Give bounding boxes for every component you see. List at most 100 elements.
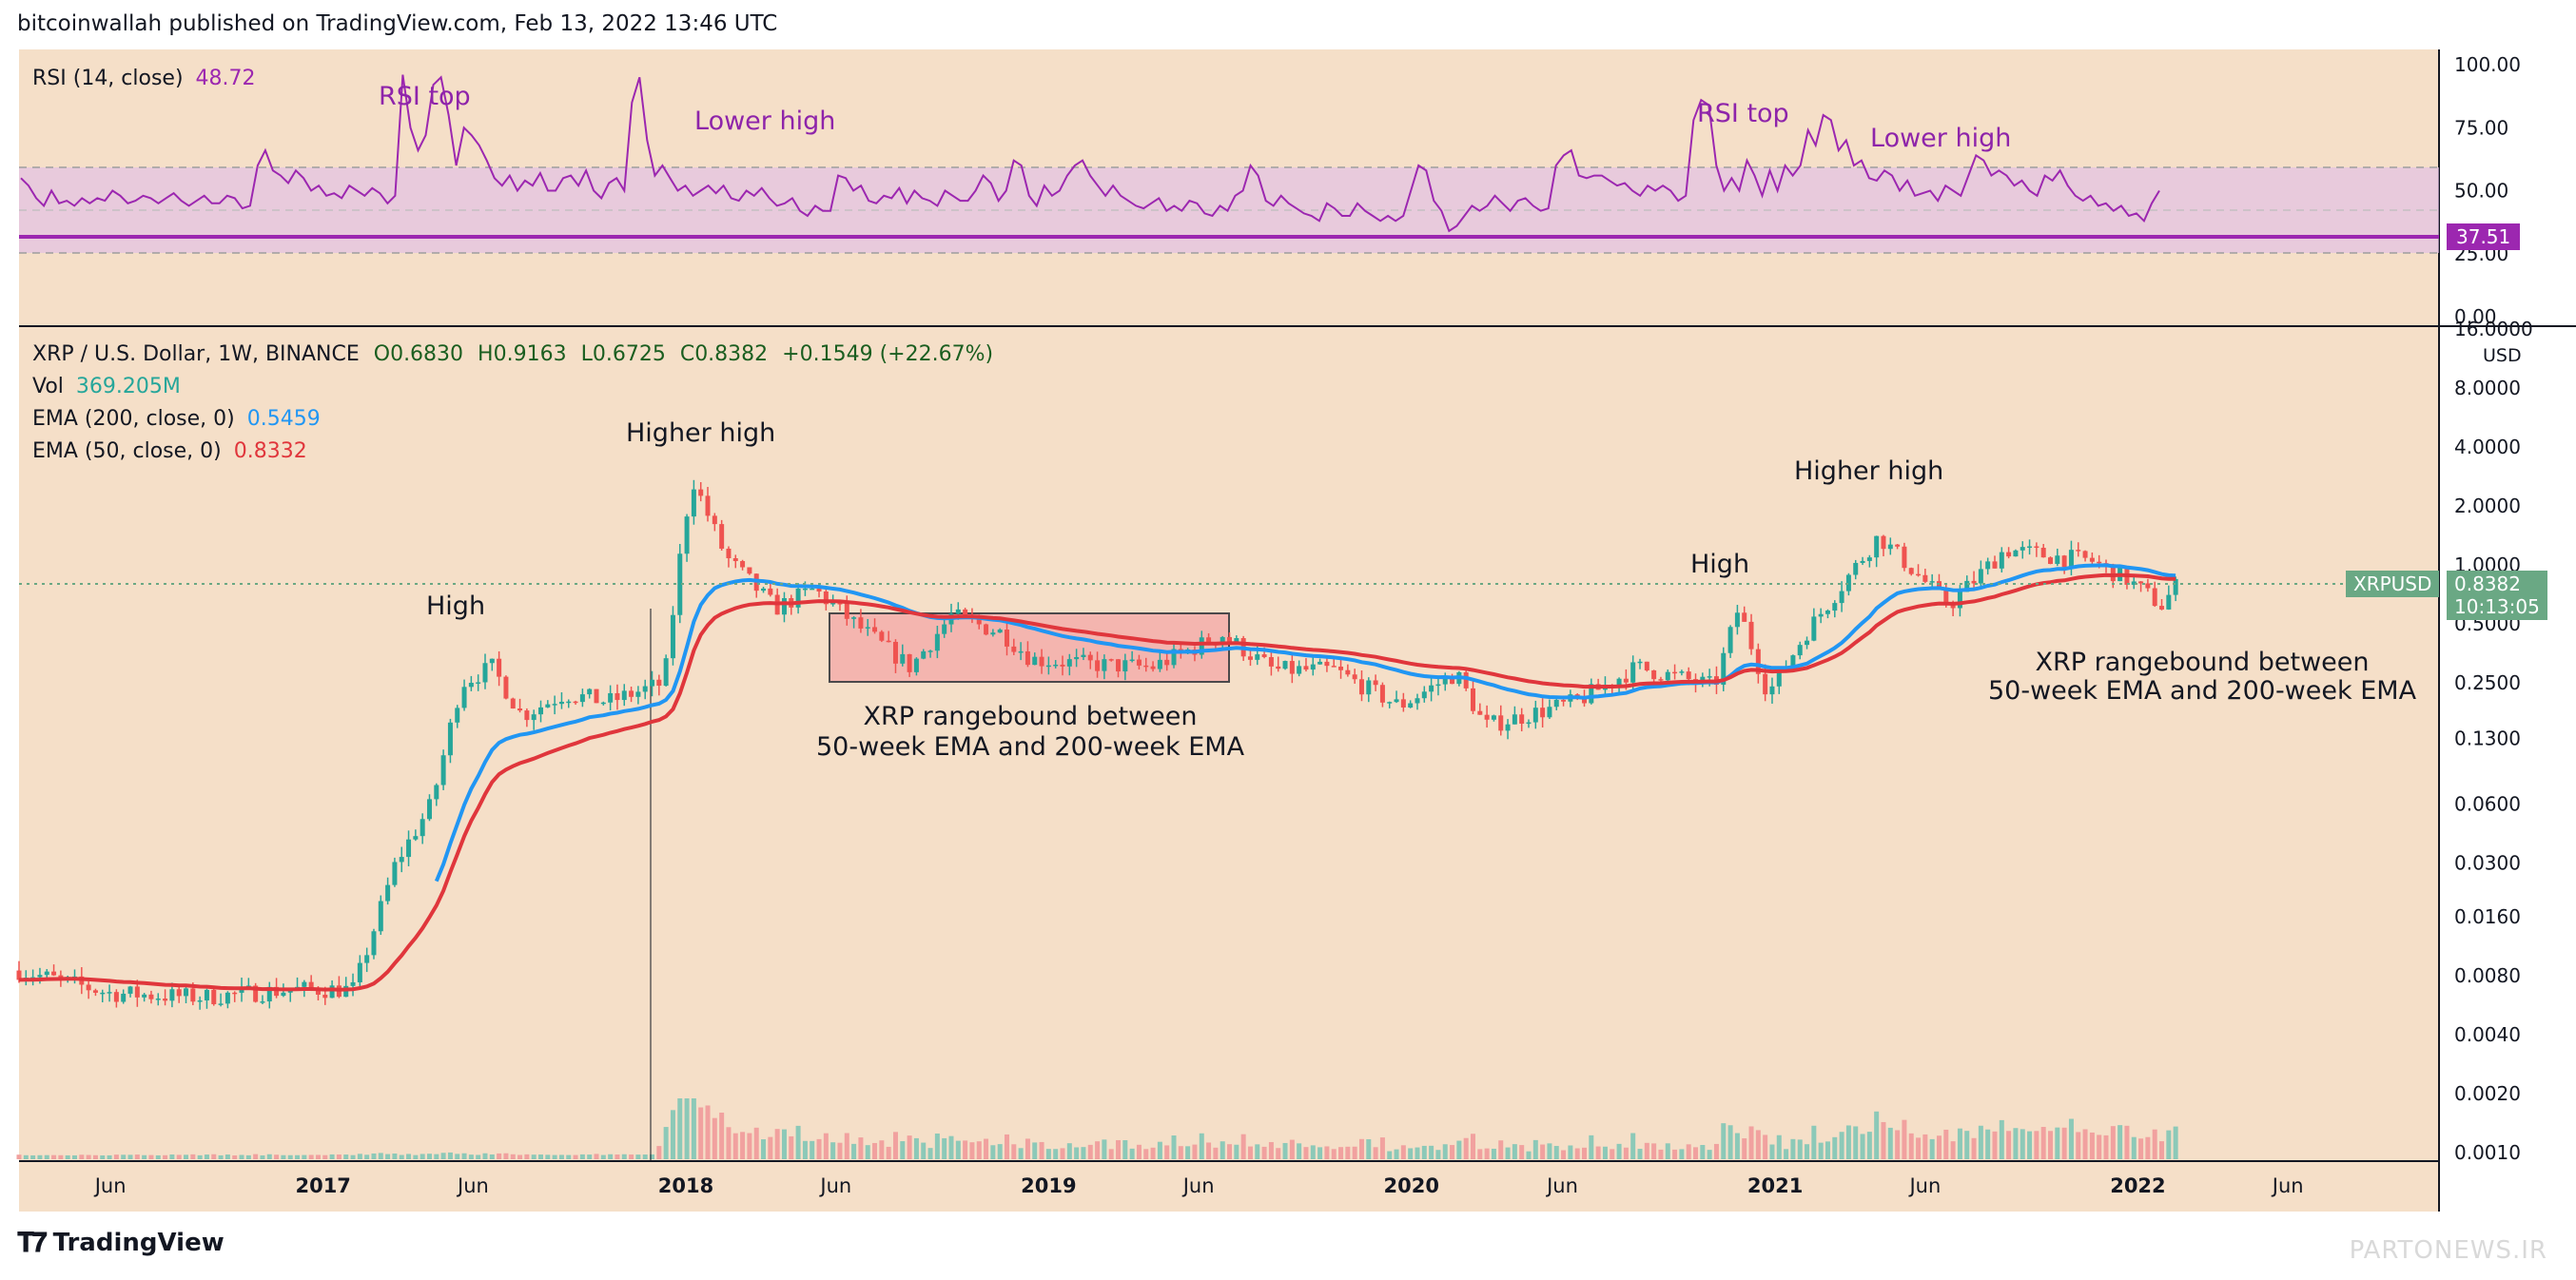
candle-body xyxy=(984,624,989,635)
candle-body xyxy=(197,1000,203,1002)
candle-body xyxy=(635,691,641,697)
volume-bar xyxy=(1589,1135,1594,1159)
volume-bar xyxy=(1582,1147,1588,1159)
volume-bar xyxy=(1095,1141,1101,1159)
volume-bar xyxy=(447,1152,453,1159)
volume-bar xyxy=(1310,1145,1316,1159)
volume-bar xyxy=(489,1154,495,1159)
volume-bar xyxy=(1595,1146,1601,1159)
candle-body xyxy=(1310,664,1316,670)
candle-body xyxy=(1358,679,1364,695)
annotation-range-2-line1: XRP rangebound between xyxy=(2035,648,2370,677)
candle-body xyxy=(58,975,64,978)
time-tick-label: Jun xyxy=(1181,1174,1215,1197)
volume-bar xyxy=(343,1154,349,1159)
candle-body xyxy=(1512,714,1517,725)
volume-bar xyxy=(2076,1132,2081,1159)
candle-body xyxy=(455,708,460,723)
volume-bar xyxy=(1373,1147,1378,1159)
candle-body xyxy=(1220,636,1225,645)
annotation-lower-high-2: Lower high xyxy=(1870,124,2012,153)
price-axis: 16.00008.00004.00002.00001.00000.50000.2… xyxy=(2454,318,2533,1164)
volume-bar xyxy=(2138,1138,2144,1159)
volume-bar xyxy=(1276,1148,1281,1159)
volume-bar xyxy=(1491,1148,1496,1159)
volume-bar xyxy=(573,1154,578,1159)
volume-bar xyxy=(65,1154,70,1159)
candle-body xyxy=(1442,676,1448,685)
price-axis-unit: USD xyxy=(2483,345,2522,366)
annotation-range-1-line2: 50-week EMA and 200-week EMA xyxy=(816,732,1245,762)
volume-bar xyxy=(1039,1141,1044,1159)
volume-bar xyxy=(406,1154,412,1159)
volume-bar xyxy=(1143,1149,1149,1159)
volume-bar xyxy=(608,1154,614,1159)
volume-bar xyxy=(92,1154,98,1159)
candle-body xyxy=(732,558,738,562)
volume-bar xyxy=(1157,1141,1162,1159)
volume-bar xyxy=(1400,1145,1406,1159)
candle-body xyxy=(552,704,557,706)
volume-bar xyxy=(1477,1149,1483,1159)
time-tick-label: Jun xyxy=(2271,1174,2304,1197)
volume-bar xyxy=(1303,1147,1309,1159)
candle-body xyxy=(302,981,307,987)
candle-body xyxy=(420,819,425,837)
candle-body xyxy=(1505,724,1511,731)
candle-body xyxy=(1171,649,1177,666)
volume-bar xyxy=(566,1154,572,1159)
price-tick-label: 0.0160 xyxy=(2454,905,2521,928)
volume-bar xyxy=(795,1125,801,1159)
candle-body xyxy=(1387,702,1393,704)
candle-body xyxy=(691,489,696,517)
candle-body xyxy=(1887,544,1893,550)
candle-body xyxy=(642,686,648,692)
candle-body xyxy=(399,857,404,863)
volume-bar xyxy=(1860,1134,1865,1159)
candle-body xyxy=(2159,606,2165,610)
price-tick-label: 0.0040 xyxy=(2454,1023,2521,1046)
candle-body xyxy=(872,627,878,632)
time-tick-label: 2022 xyxy=(2110,1174,2165,1197)
volume-bar xyxy=(1421,1145,1427,1159)
main-legend-ohlc: XRP / U.S. Dollar, 1W, BINANCE O0.6830 H… xyxy=(32,342,1001,366)
volume-bar xyxy=(302,1154,307,1159)
candle-body xyxy=(1025,650,1030,666)
last-price-tag: 0.8382 10:13:05 xyxy=(2447,571,2547,620)
volume-bar xyxy=(1108,1149,1114,1159)
candle-body xyxy=(1658,679,1664,681)
tradingview-logo-icon: 𝐓𝟕 xyxy=(17,1227,48,1258)
annotation-rsi-top-2: RSI top xyxy=(1697,99,1789,128)
annotation-high-2: High xyxy=(1690,550,1750,579)
candle-body xyxy=(1839,591,1844,604)
candle-body xyxy=(211,989,217,1004)
volume-bar xyxy=(148,1154,154,1159)
volume-bar xyxy=(1268,1141,1274,1159)
volume-bar xyxy=(2082,1129,2088,1159)
volume-bar xyxy=(510,1154,516,1159)
volume-bar xyxy=(781,1129,787,1159)
volume-bar xyxy=(830,1142,836,1159)
volume-bar xyxy=(1532,1139,1538,1159)
volume-bar xyxy=(1957,1128,1962,1159)
candle-body xyxy=(1686,671,1691,680)
volume-bar xyxy=(2131,1136,2137,1159)
candle-body xyxy=(886,640,891,643)
volume-bar xyxy=(753,1127,759,1159)
volume-bar xyxy=(1658,1149,1664,1159)
price-tick-label: 16.0000 xyxy=(2454,318,2533,340)
volume-bar xyxy=(1686,1144,1691,1159)
tradingview-logo[interactable]: 𝐓𝟕 TradingView xyxy=(17,1227,224,1259)
candle-body xyxy=(1150,666,1156,669)
candle-body xyxy=(1095,660,1101,671)
volume-bar xyxy=(615,1154,620,1159)
volume-bar xyxy=(155,1154,161,1159)
volume-bar xyxy=(371,1153,377,1159)
volume-bar xyxy=(1429,1145,1434,1159)
candle-body xyxy=(816,588,822,592)
price-tick-label: 0.0020 xyxy=(2454,1082,2521,1105)
candle-body xyxy=(434,785,439,800)
price-tick-label: 0.0080 xyxy=(2454,964,2521,987)
volume-bar xyxy=(121,1154,127,1159)
